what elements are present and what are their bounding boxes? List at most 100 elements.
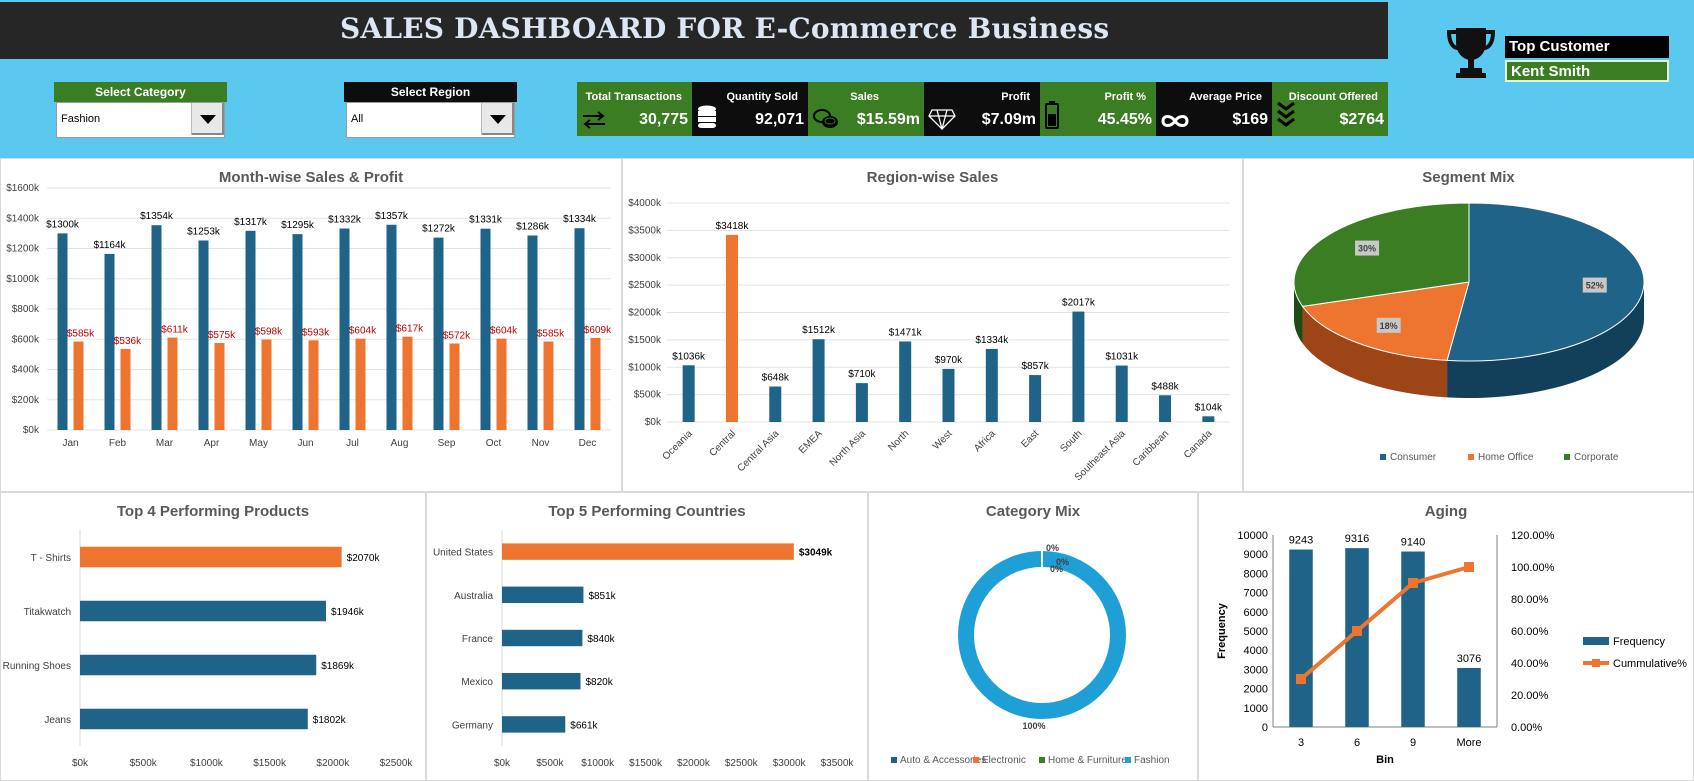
sales-bar [198, 240, 209, 430]
kpi-quantity-sold: Quantity Sold 92,071 [692, 82, 808, 136]
y-tick-label: $1200k [6, 244, 40, 255]
bar-data-label: $840k [587, 634, 615, 645]
pie-label-box [1376, 317, 1401, 333]
sales-bar [292, 234, 303, 430]
y-tick-label: $500k [634, 390, 662, 401]
region-slicer-label: Select Region [344, 82, 517, 102]
kpi-total-transactions: Total Transactions 30,775 [577, 82, 692, 136]
pie-slice-side [1447, 282, 1644, 398]
legend-swatch [1380, 454, 1386, 460]
pie-label-box [1582, 277, 1607, 293]
cumulative-marker [1408, 578, 1418, 588]
region-data-label: $648k [762, 373, 790, 384]
bar-data-label: $661k [570, 720, 598, 731]
sales-data-label: $1164k [93, 240, 126, 251]
region-slicer[interactable]: Select Region All [344, 82, 517, 138]
region-bar [1115, 365, 1128, 422]
bar [502, 672, 581, 690]
donut-data-label: 0% [1056, 557, 1069, 567]
region-data-label: $970k [935, 355, 963, 366]
y-category-label: Jeans [44, 715, 71, 726]
x-tick-label: $2500k [725, 758, 759, 769]
x-tick-label: $1000k [190, 758, 224, 769]
y2-tick-label: 0.00% [1511, 722, 1542, 734]
frequency-bar [1401, 551, 1425, 727]
category-dropdown[interactable]: Fashion [56, 102, 225, 138]
bar-data-label: $820k [585, 677, 613, 688]
sales-bar [386, 224, 397, 430]
x-tick-label: North [886, 428, 911, 453]
category-mix-panel: Category Mix 0% 0% 0% 100% Auto & Accessorie… [868, 492, 1198, 781]
category-slicer[interactable]: Select Category Fashion [54, 82, 227, 138]
sales-bar [339, 228, 350, 430]
profit-data-label: $617k [396, 324, 424, 335]
chevrons-down-icon [1277, 101, 1295, 127]
pie-slice-side [1302, 306, 1448, 398]
title-bar: SALES DASHBOARD FOR E-Commerce Business [0, 2, 1388, 59]
database-icon [698, 105, 716, 128]
profit-data-label: $572k [443, 330, 471, 341]
sales-data-label: $1334k [563, 214, 597, 225]
region-sales-chart: $0k $500k $1000k $1500k $2000k $2500k $3000k $3… [628, 198, 1230, 483]
profit-data-label: $598k [255, 327, 283, 338]
region-data-label: $2017k [1062, 298, 1096, 309]
cumulative-line [1299, 565, 1470, 681]
y-tick-label: $3500k [628, 225, 662, 236]
infinity-icon [1161, 115, 1189, 127]
bar-data-label: $2070k [347, 553, 381, 564]
bar [80, 708, 308, 730]
x-tick-label: $0k [72, 758, 89, 769]
sales-bar [527, 235, 538, 430]
chevron-down-icon[interactable] [191, 103, 224, 135]
kpi-label: Discount Offered [1288, 91, 1378, 103]
x-tick-label: $3500k [821, 758, 855, 769]
x-tick-label: $500k [536, 758, 564, 769]
legend-label: Consumer [1390, 452, 1437, 463]
y2-tick-label: 120.00% [1511, 530, 1555, 542]
bar [80, 600, 326, 622]
y-tick-label: 6000 [1244, 607, 1268, 619]
y-tick-label: $1600k [6, 183, 40, 194]
region-bar [985, 348, 998, 422]
sales-bar [480, 228, 491, 430]
kpi-value: $2764 [1339, 111, 1385, 128]
y-tick-label: $1000k [6, 274, 40, 285]
x-tick-label: $0k [494, 758, 511, 769]
top-countries-chart: $0k $500k $1000k $1500k $2000k $2500k $3000k $3… [433, 530, 855, 769]
profit-bar [355, 338, 366, 430]
donut-slice [958, 551, 1126, 719]
bar-data-label: 9243 [1289, 535, 1313, 547]
y2-tick-label: 20.00% [1511, 690, 1549, 702]
y-tick-label: 4000 [1244, 645, 1268, 657]
region-dropdown[interactable]: All [346, 102, 515, 138]
sales-data-label: $1357k [375, 211, 409, 222]
profit-bar [543, 341, 554, 430]
profit-data-label: $609k [584, 325, 612, 336]
top-customer-value[interactable]: Kent Smith [1505, 60, 1669, 82]
profit-bar [308, 340, 319, 430]
bar-data-label: $1869k [321, 661, 355, 672]
diamond-icon [928, 109, 956, 130]
sales-data-label: $1331k [469, 215, 503, 226]
chevron-down-icon[interactable] [481, 103, 514, 135]
x-tick-label: Dec [579, 438, 597, 449]
region-bar [682, 365, 695, 422]
top-products-panel: Top 4 Performing Products $0k $500k $1000k… [0, 492, 426, 781]
profit-data-label: $585k [537, 329, 565, 340]
y-category-label: Australia [454, 591, 493, 602]
top-customer-label: Top Customer [1505, 36, 1669, 58]
y-tick-label: $600k [12, 334, 40, 345]
region-bar [855, 383, 868, 422]
sales-bar [433, 237, 444, 430]
sales-data-label: $1332k [328, 215, 362, 226]
region-data-label: $104k [1195, 402, 1223, 413]
aging-panel: Aging 0 1000 2000 3000 4000 5000 6000 7000 8000 9… [1198, 492, 1694, 781]
legend-label: Home & Furniture [1048, 755, 1127, 766]
chart-title: Aging [1424, 503, 1468, 520]
x-tick-label: More [1456, 737, 1481, 749]
x-tick-label: May [249, 438, 268, 449]
region-bar [1072, 311, 1085, 422]
region-sales-panel: Region-wise Sales $0k $500k $1000k $1500k $2… [622, 158, 1243, 492]
x-tick-label: West [931, 428, 955, 452]
